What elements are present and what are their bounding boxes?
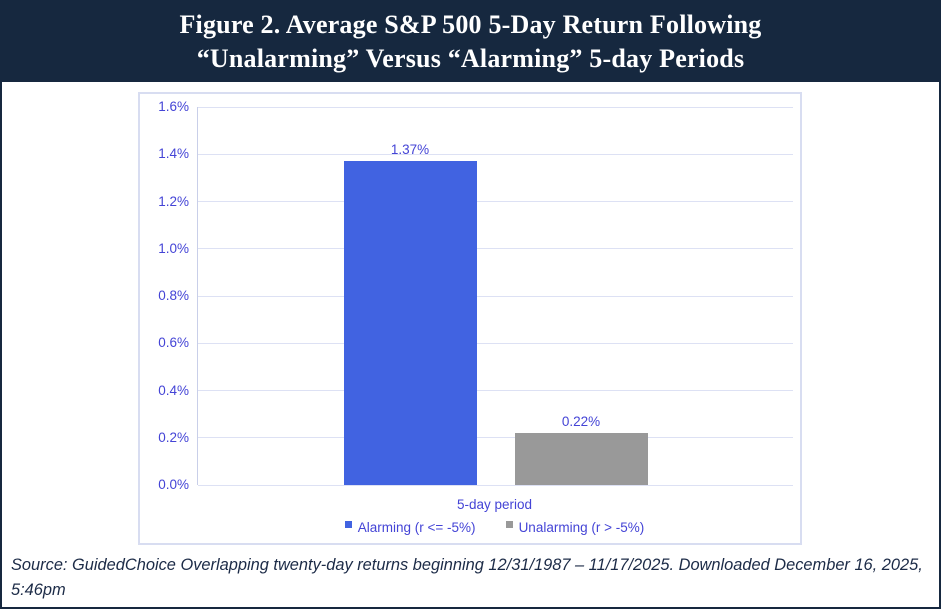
y-tick-label: 1.6%	[158, 99, 189, 114]
bar-alarming	[343, 161, 477, 485]
y-tick-label: 0.0%	[158, 477, 189, 492]
source-note-line1: Source: GuidedChoice Overlapping twenty-…	[11, 556, 923, 599]
y-tick-label: 1.2%	[158, 193, 189, 209]
source-note-line2: PST. Past performance does not predict f…	[11, 606, 449, 607]
gridline	[198, 153, 793, 155]
gridline	[198, 201, 793, 202]
gridline	[198, 390, 793, 391]
legend-item: Unalarming (r > -5%)	[505, 520, 645, 535]
legend-swatch	[344, 521, 352, 528]
legend-label: Alarming (r <= -5%)	[357, 520, 476, 535]
legend-swatch	[505, 521, 513, 528]
y-tick-label: 0.2%	[158, 429, 189, 445]
bar-unalarming	[514, 433, 648, 485]
figure-title-line2: “Unalarming” Versus “Alarming” 5-day Per…	[196, 44, 745, 73]
figure-title-banner: Figure 2. Average S&P 500 5-Day Return F…	[2, 2, 939, 82]
gridline	[198, 484, 793, 486]
bar-value-label: 1.37%	[390, 142, 430, 158]
x-axis-label: 5-day period	[456, 497, 533, 512]
legend-item: Alarming (r <= -5%)	[344, 520, 476, 535]
y-tick-label: 1.4%	[158, 146, 189, 162]
bar-value-label: 0.22%	[561, 414, 601, 430]
gridline	[198, 106, 793, 108]
gridline	[198, 342, 793, 344]
figure-title-line1: Figure 2. Average S&P 500 5-Day Return F…	[179, 10, 762, 39]
legend-label: Unalarming (r > -5%)	[518, 520, 645, 535]
gridline	[198, 295, 793, 297]
gridline	[198, 437, 793, 439]
legend: Alarming (r <= -5%) Unalarming (r > -5%)	[197, 520, 792, 535]
y-axis-labels: 0.0% 0.2% 0.4% 0.6% 0.8% 1.0% 1.2% 1.4% 1.6%	[140, 94, 189, 543]
chart-card: 0.0% 0.2% 0.4% 0.6% 0.8% 1.0% 1.2% 1.4% 1.6% 1.3…	[138, 92, 802, 545]
y-tick-label: 0.6%	[158, 335, 189, 351]
y-tick-label: 1.0%	[158, 240, 189, 256]
y-tick-label: 0.4%	[158, 382, 189, 398]
gridline	[198, 248, 793, 250]
plot-area: 1.37% 0.22%	[197, 106, 793, 486]
source-note: Source: GuidedChoice Overlapping twenty-…	[11, 553, 933, 607]
y-tick-label: 0.8%	[158, 288, 189, 303]
